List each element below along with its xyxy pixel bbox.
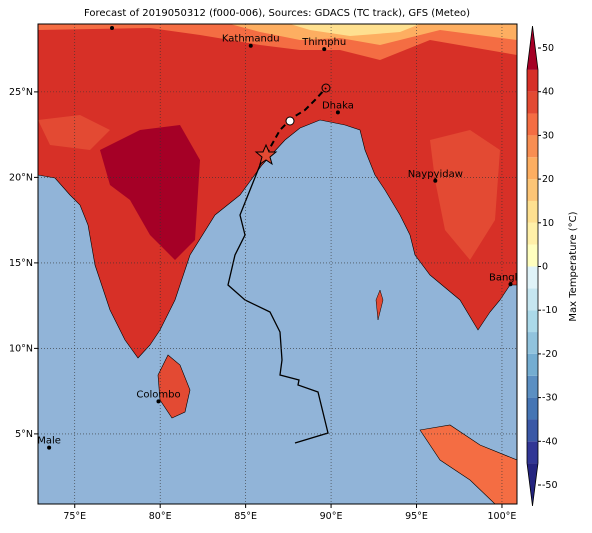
colorbar-tick-label: -20 [542, 349, 558, 360]
colorbar-bin [527, 266, 538, 289]
tc-track-forecast [265, 87, 327, 156]
colorbar-tick-label: -30 [542, 393, 558, 404]
tc-star [254, 143, 278, 166]
colorbar-bin [527, 179, 538, 201]
colorbar-bin [527, 157, 538, 180]
city-marker [248, 43, 253, 48]
city-marker [156, 399, 161, 404]
colorbar-bin [527, 375, 538, 398]
colorbar-bin [527, 332, 538, 354]
y-tick-label: 5°N [15, 429, 33, 440]
city-label: Male [37, 436, 61, 447]
colorbar-tick-label: 20 [542, 174, 554, 185]
y-tick-label: 25°N [9, 87, 33, 98]
islands [375, 289, 384, 321]
y-tick-label: 15°N [9, 258, 33, 269]
x-tick-label: 85°E [234, 511, 257, 522]
colorbar-tick-label: 30 [542, 130, 554, 141]
sumatra [419, 424, 517, 504]
colorbar-tick-label: 40 [542, 87, 554, 98]
city-marker [322, 47, 327, 52]
city-label: Kathmandu [222, 34, 280, 45]
y-tick-label: 20°N [9, 172, 33, 183]
colorbar-extend-low [527, 463, 538, 506]
cities: Kathmandu Thimphu Dhaka Naypyidaw Bangkok Col… [37, 34, 532, 450]
map-frame [37, 23, 518, 505]
colorbar-bin [527, 113, 538, 136]
city-label: Bangkok [489, 272, 532, 283]
city-label: Naypyidaw [408, 169, 463, 180]
y-tick-label: 10°N [9, 343, 33, 354]
colorbar-bin [527, 222, 538, 245]
x-tick-label: 100°E [488, 511, 517, 522]
contour-hot-west [38, 115, 110, 150]
x-tick-label: 75°E [63, 511, 86, 522]
colorbar-bin [527, 200, 538, 223]
contour-hot [100, 125, 200, 260]
colorbar-bin [527, 135, 538, 158]
sri-lanka [157, 354, 191, 419]
contour-east [430, 130, 500, 260]
colorbar-frame [526, 25, 539, 507]
colorbar-bin [527, 244, 538, 267]
contour-cool [290, 24, 420, 36]
colorbar-label: Max Temperature (°C) [568, 211, 579, 321]
colorbar-bin [527, 288, 538, 311]
ocean [38, 119, 517, 504]
city-marker [335, 110, 340, 115]
colorbar-tick-label: -50 [542, 480, 558, 491]
city-marker [433, 178, 438, 183]
colorbar-tick-label: -40 [542, 436, 558, 447]
colorbar-tick-label: 0 [542, 262, 548, 273]
city-label: Colombo [136, 389, 180, 400]
contour-mild [230, 24, 517, 45]
colorbar-tick-label: -10 [542, 305, 558, 316]
colorbar-bin [527, 419, 538, 442]
colorbar-tick-label: 10 [542, 218, 554, 229]
colorbar-extend-high [527, 26, 538, 70]
map-title: Forecast of 2019050312 (f000-006), Sourc… [84, 8, 470, 19]
city-marker [47, 445, 52, 450]
graticule [38, 24, 517, 504]
city-marker [110, 26, 114, 30]
tc-position [285, 116, 295, 126]
map-area: Kathmandu Thimphu Dhaka Naypyidaw Bangkok Col… [37, 24, 532, 504]
colorbar-tick-label: 50 [542, 43, 554, 54]
colorbar-bin [527, 91, 538, 114]
city-label: Thimphu [301, 37, 346, 48]
colorbar-bin [527, 397, 538, 420]
colorbar: -50 -40 -30 -20 -10 0 10 20 30 40 50 Max Temperatur… [526, 25, 579, 507]
x-tick-label: 90°E [320, 511, 343, 522]
colorbar-bin [527, 310, 538, 333]
city-marker [508, 282, 513, 287]
x-tick-label: 80°E [149, 511, 172, 522]
tc-track-past [227, 154, 329, 444]
axes: 75°E 80°E 85°E 90°E 95°E 100°E 5°N 10°N 15°N 20°N… [9, 87, 516, 522]
colorbar-bin [527, 69, 538, 92]
city-label: Dhaka [322, 100, 354, 111]
colorbar-bin [527, 353, 538, 376]
colorbar-bin [527, 441, 538, 464]
x-tick-label: 95°E [405, 511, 428, 522]
